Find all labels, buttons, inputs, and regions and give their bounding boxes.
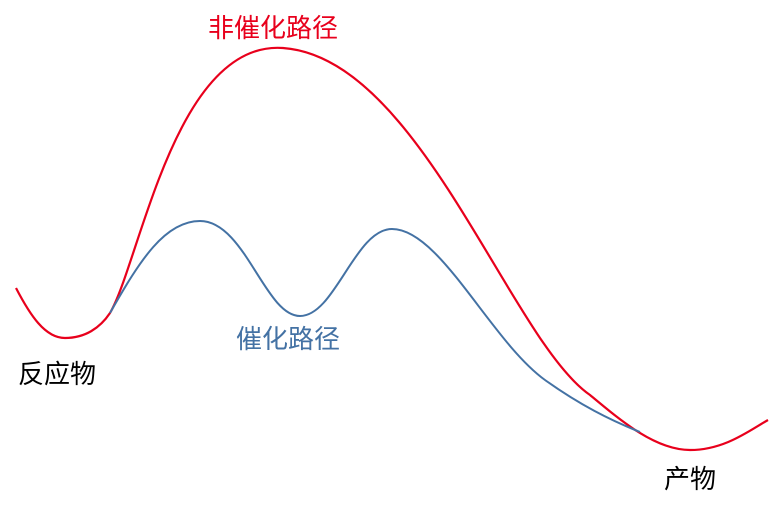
uncatalyzed-path-label: 非催化路径 [208,14,339,44]
reactants-label: 反应物 [18,360,97,390]
catalyzed-path-label: 催化路径 [236,325,341,355]
catalyzed-path-curve [109,219,641,433]
uncatalyzed-path-curve [15,46,769,452]
products-label: 产物 [664,465,717,495]
